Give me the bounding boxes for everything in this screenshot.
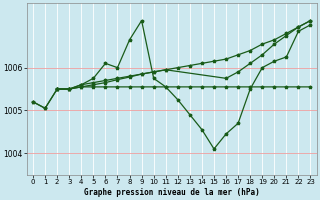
X-axis label: Graphe pression niveau de la mer (hPa): Graphe pression niveau de la mer (hPa) bbox=[84, 188, 260, 197]
